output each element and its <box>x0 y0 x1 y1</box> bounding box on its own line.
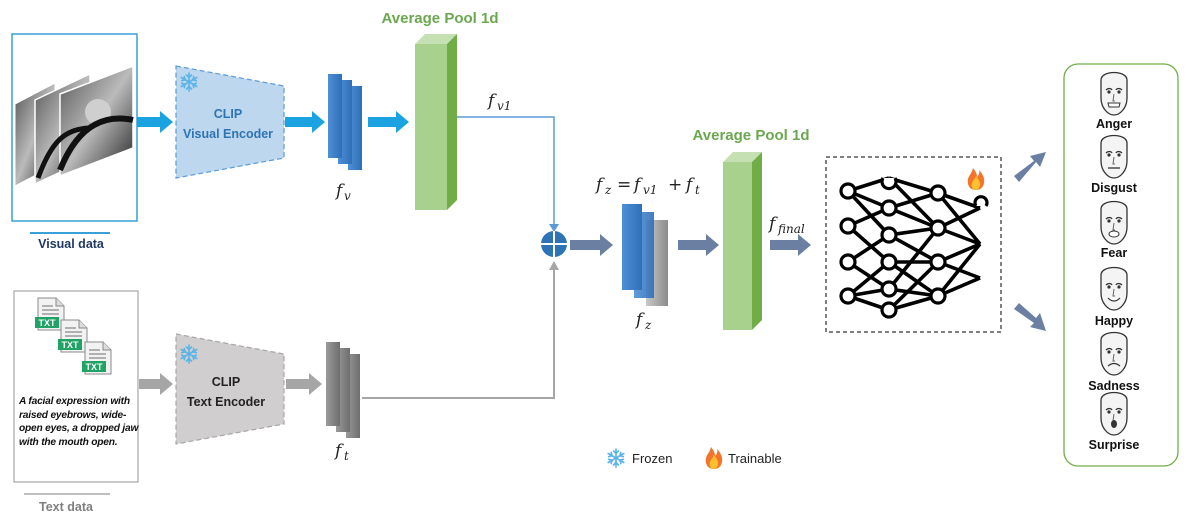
legend-frozen: Frozen <box>632 451 672 466</box>
svg-text:f: f <box>334 181 345 201</box>
ft-label: f t <box>333 441 349 463</box>
txt-file-icon: TXT <box>81 341 112 375</box>
visual-arrows <box>137 111 409 133</box>
fv-label: f v <box>334 181 351 203</box>
svg-text:TXT: TXT <box>39 318 57 328</box>
arrow-to-fv <box>285 111 325 133</box>
svg-text:f: f <box>767 214 778 234</box>
clip-visual-encoder: CLIP Visual Encoder <box>175 65 285 179</box>
face-icon <box>1100 134 1128 179</box>
svg-text:TXT: TXT <box>86 362 104 372</box>
svg-text:t: t <box>344 449 349 463</box>
visual-data-caption: Visual data <box>38 237 105 251</box>
arrow-up-to-emotions <box>1014 152 1046 182</box>
legend: Frozen Trainable <box>607 447 782 469</box>
clip-text-encoder: CLIP Text Encoder <box>175 333 285 445</box>
arrow-to-text-encoder <box>139 373 173 395</box>
svg-text:t: t <box>695 183 700 197</box>
face-icon <box>1100 266 1128 311</box>
text-description: A facial expression with raised eyebrows… <box>19 396 139 448</box>
text-data-box: TXT TXT TXT Text data <box>13 290 139 514</box>
ffinal-label: f final <box>767 214 805 236</box>
snowflake-icon <box>607 448 625 468</box>
svg-text:z: z <box>604 183 612 197</box>
arrow-to-network <box>770 234 811 256</box>
svg-text:+: + <box>668 175 682 195</box>
face-icon <box>1100 71 1128 116</box>
ft-feature-bars <box>326 342 360 438</box>
svg-text:=: = <box>617 175 631 195</box>
flame-icon <box>705 447 723 469</box>
svg-text:f: f <box>594 175 605 195</box>
arrow-to-visual-encoder <box>137 111 173 133</box>
svg-text:Text Encoder: Text Encoder <box>187 395 265 409</box>
emotion-label-anger: Anger <box>1096 117 1132 131</box>
svg-text:f: f <box>684 175 695 195</box>
face-icon <box>1100 200 1128 245</box>
visual-data-box: Visual data <box>11 33 138 251</box>
arrow-down-to-emotions <box>1014 303 1046 331</box>
emotion-label-fear: Fear <box>1101 246 1128 260</box>
trainable-network-box <box>825 156 1002 333</box>
avg-pool-block-1 <box>415 34 457 210</box>
plus-circle-icon <box>541 231 567 257</box>
svg-text:CLIP: CLIP <box>212 375 240 389</box>
svg-text:Visual Encoder: Visual Encoder <box>183 127 273 141</box>
text-data-caption: Text data <box>39 500 94 514</box>
arrow-to-avgpool-2 <box>678 234 719 256</box>
neural-network-icon <box>839 176 989 319</box>
svg-text:final: final <box>777 222 805 236</box>
svg-text:f: f <box>333 441 344 461</box>
arrow-to-avgpool <box>368 111 409 133</box>
face-icon <box>1100 331 1128 376</box>
video-frames-image <box>14 64 134 187</box>
svg-text:v1: v1 <box>497 99 511 113</box>
txt-file-icon: TXT <box>34 297 65 331</box>
emotion-panel: Anger Disgust Fear Happy Sadness Surpris… <box>1063 63 1179 467</box>
output-arrows <box>1014 152 1046 331</box>
fv1-label: f v1 <box>486 91 511 113</box>
emotion-label-surprise: Surprise <box>1089 438 1140 452</box>
fz-equation: f z = f v1 + f t <box>594 175 700 197</box>
ft-line <box>362 266 555 399</box>
svg-text:f: f <box>634 310 645 330</box>
emotion-label-sadness: Sadness <box>1088 379 1139 393</box>
fv1-line <box>457 116 555 228</box>
fz-label: f z <box>634 310 652 332</box>
fz-feature-bars <box>622 204 668 306</box>
arrow-to-fz <box>570 234 613 256</box>
avg-pool-title-1: Average Pool 1d <box>382 10 499 27</box>
face-icon <box>1100 391 1128 436</box>
text-arrows <box>139 373 322 395</box>
emotion-label-happy: Happy <box>1095 314 1133 328</box>
arrow-to-ft <box>286 373 322 395</box>
svg-text:v1: v1 <box>643 183 657 197</box>
emotion-label-disgust: Disgust <box>1091 181 1138 195</box>
avg-pool-block-2 <box>723 152 762 330</box>
fv-feature-bars <box>328 74 362 170</box>
svg-text:f: f <box>632 175 643 195</box>
legend-trainable: Trainable <box>728 451 782 466</box>
svg-text:z: z <box>644 318 652 332</box>
svg-text:v: v <box>344 189 351 203</box>
txt-file-icon: TXT <box>57 319 88 353</box>
svg-text:CLIP: CLIP <box>214 107 242 121</box>
svg-text:f: f <box>486 91 497 111</box>
svg-text:TXT: TXT <box>62 340 80 350</box>
avg-pool-title-2: Average Pool 1d <box>693 127 810 144</box>
